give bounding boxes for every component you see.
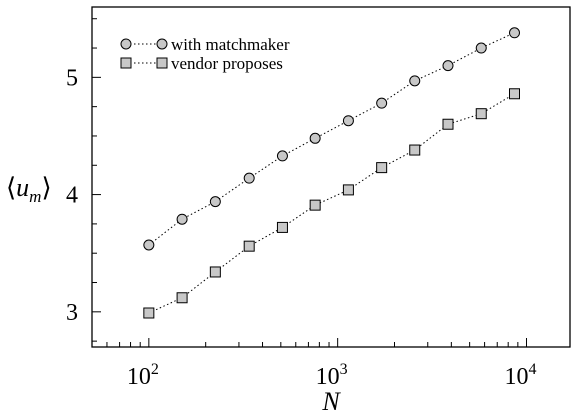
point-1-9 [442, 118, 454, 130]
y-label-open: ⟨ [6, 173, 16, 202]
point-1-0 [143, 307, 155, 319]
point-0-4 [276, 150, 288, 162]
axis-ticks [91, 18, 527, 347]
x-tick-label-0: 102 [127, 361, 159, 390]
x-tick-base-1: 10 [316, 364, 340, 390]
y-label-var: u [16, 173, 29, 202]
y-tick-label-2: 5 [66, 65, 78, 91]
point-1-10 [475, 108, 487, 120]
point-0-8 [409, 75, 421, 87]
x-tick-base-0: 10 [127, 364, 151, 390]
series-0 [143, 27, 520, 251]
x-tick-exp-0: 2 [151, 361, 159, 378]
series-line-1 [148, 93, 515, 314]
point-1-3 [243, 240, 255, 252]
y-label-close: ⟩ [41, 173, 51, 202]
point-0-2 [209, 196, 221, 208]
legend-marker-1 [120, 57, 132, 69]
plot-frame [91, 6, 571, 348]
legend-marker-0b [156, 38, 168, 50]
point-0-1 [176, 213, 188, 225]
legend-label-0: with matchmaker [171, 35, 290, 54]
point-0-9 [442, 60, 454, 72]
legend: with matchmaker vendor proposes [120, 35, 290, 73]
point-0-3 [243, 172, 255, 184]
legend-entry-1: vendor proposes [120, 54, 283, 73]
point-0-6 [342, 115, 354, 127]
point-0-10 [475, 42, 487, 54]
legend-marker-1b [156, 57, 168, 69]
point-1-11 [508, 88, 520, 100]
point-1-5 [309, 199, 321, 211]
series-line-0 [148, 32, 515, 246]
series-layer [143, 27, 520, 319]
point-1-6 [342, 184, 354, 196]
x-tick-exp-1: 3 [340, 361, 348, 378]
x-tick-exp-2: 4 [528, 361, 536, 378]
legend-label-1: vendor proposes [171, 54, 283, 73]
y-axis-label: ⟨um⟩ [6, 173, 52, 206]
x-axis-label: N [321, 387, 341, 415]
point-1-4 [276, 221, 288, 233]
point-1-2 [209, 266, 221, 278]
x-tick-label-1: 103 [316, 361, 348, 390]
x-tick-base-2: 10 [504, 364, 528, 390]
point-0-0 [143, 239, 155, 251]
x-tick-label-2: 104 [504, 361, 536, 390]
point-0-5 [309, 132, 321, 144]
point-1-1 [176, 292, 188, 304]
legend-entry-0: with matchmaker [120, 35, 290, 54]
point-1-7 [376, 162, 388, 174]
series-1 [143, 88, 520, 319]
y-label-sub: m [29, 187, 41, 206]
legend-marker-0 [120, 38, 132, 50]
point-1-8 [409, 144, 421, 156]
y-tick-label-1: 4 [66, 183, 78, 209]
point-0-11 [508, 27, 520, 39]
y-tick-label-0: 3 [66, 300, 78, 326]
point-0-7 [376, 97, 388, 109]
